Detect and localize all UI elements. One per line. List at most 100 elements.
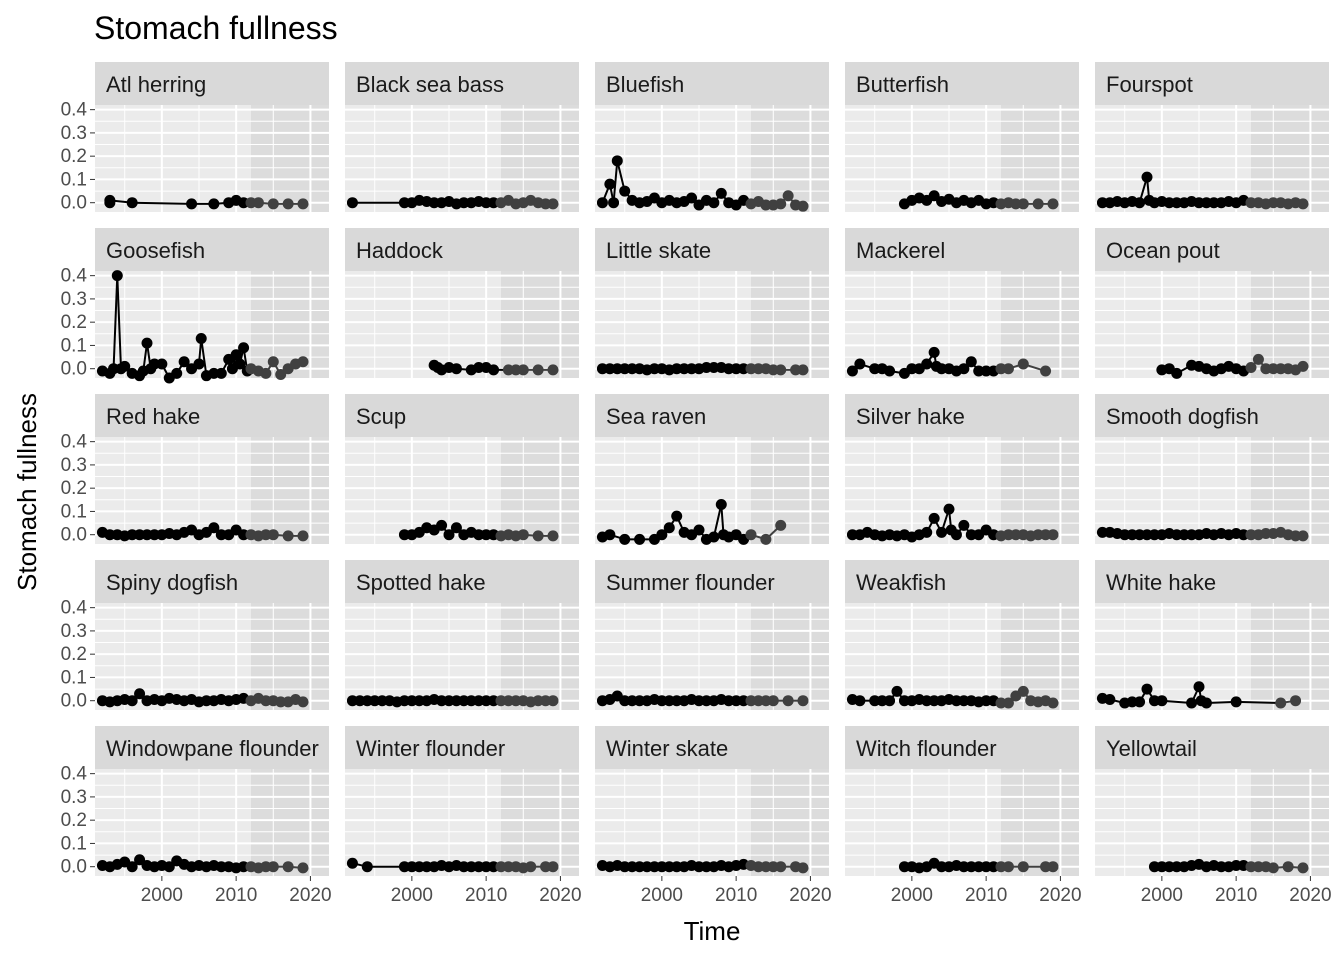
highlight-band [501,437,579,544]
data-point [171,367,183,379]
data-point [547,198,559,210]
data-point [1017,861,1029,873]
facet-panel: Spiny dogfish 0.0 0.10.20.30.4 [61,560,329,712]
facet-strip-label: Winter flounder [356,736,505,761]
data-point [1040,365,1052,377]
data-point [450,363,462,375]
data-point [745,529,757,541]
data-point [547,364,559,376]
data-point [1104,694,1116,706]
data-point [1141,171,1153,183]
data-point [708,531,720,543]
data-point [163,861,175,873]
data-point [208,522,220,534]
data-point [517,364,529,376]
y-tick-label: 0.4 [61,100,88,121]
y-tick-label: 0.4 [61,266,88,287]
facet-panel: Weakfish [845,560,1079,710]
y-tick-label: 0.3 [61,621,87,642]
facet-panel: Smooth dogfish [1095,394,1329,544]
series-line [112,275,119,369]
facet-strip [845,726,1079,769]
y-tick-label: 0.2 [61,312,87,333]
facet-panel: Winter skate 2000 2010 2020 [595,726,832,906]
data-point [1017,358,1029,370]
y-tick-label: 0.0 [61,193,87,214]
facet-strip [595,560,829,603]
facet-strip-label: Summer flounder [606,570,775,595]
data-point [854,695,866,707]
data-point [686,192,698,204]
data-point [663,522,675,534]
data-point [234,358,246,370]
x-axis-title: Time [684,916,741,946]
facet-strip-label: Black sea bass [356,72,504,97]
facet-panel: Windowpane flounder 0.0 0.10.20.30.4 2000 20… [61,726,332,906]
highlight-band [251,769,329,876]
x-tick-label: 2010 [215,885,257,906]
facet-strip-label: Atl herring [106,72,206,97]
data-point [361,861,373,873]
highlight-band [751,271,829,378]
series-line [132,201,192,205]
facet-panel: Summer flounder [595,560,829,710]
data-point [238,342,250,354]
facet-strip [845,228,1079,271]
data-point [1017,198,1029,210]
data-point [141,337,153,349]
facet-strip-label: Spotted hake [356,570,486,595]
data-point [671,510,683,522]
data-point [1047,529,1059,541]
facet-strip-label: Little skate [606,238,711,263]
data-point [1200,697,1212,709]
data-point [436,519,448,531]
data-point [604,529,616,541]
data-point [346,857,358,869]
data-point [1297,862,1309,874]
highlight-band [751,769,829,876]
data-point [1297,360,1309,372]
data-point [782,190,794,202]
x-tick-label: 2000 [391,885,433,906]
data-point [936,526,948,538]
data-point [346,197,358,209]
y-tick-label: 0.0 [61,857,87,878]
y-tick-label: 0.3 [61,289,87,310]
data-point [1297,530,1309,542]
data-point [1297,198,1309,210]
data-point [230,349,242,361]
data-point [619,533,631,545]
facet-strip-label: Red hake [106,404,200,429]
facet-panel: Silver hake [845,394,1079,544]
data-point [928,346,940,358]
data-point [958,363,970,375]
facet-panel: Fourspot [1095,62,1329,212]
data-point [260,367,272,379]
highlight-band [501,769,579,876]
y-tick-label: 0.3 [61,787,87,808]
data-point [693,524,705,536]
x-tick-label: 2010 [465,885,507,906]
data-point [634,533,646,545]
x-tick-label: 2000 [141,885,183,906]
highlight-band [251,271,329,378]
facet-panel: Spotted hake [345,560,579,710]
data-point [488,364,500,376]
facet-strip-label: Goosefish [106,238,205,263]
facet-strip-label: Sea raven [606,404,706,429]
data-point [775,198,787,210]
data-point [797,364,809,376]
data-point [267,861,279,873]
data-point [208,198,220,210]
y-tick-label: 0.3 [61,123,87,144]
data-point [1252,353,1264,365]
x-tick-label: 2020 [539,885,581,906]
y-axis-title: Stomach fullness [12,393,42,591]
facet-panel: Black sea bass [345,62,579,212]
highlight-band [1251,603,1329,710]
data-point [921,526,933,538]
data-point [1032,198,1044,210]
facet-panel: Yellowtail 2000 2010 2020 [1095,726,1332,906]
y-tick-label: 0.4 [61,432,88,453]
data-point [1017,685,1029,697]
